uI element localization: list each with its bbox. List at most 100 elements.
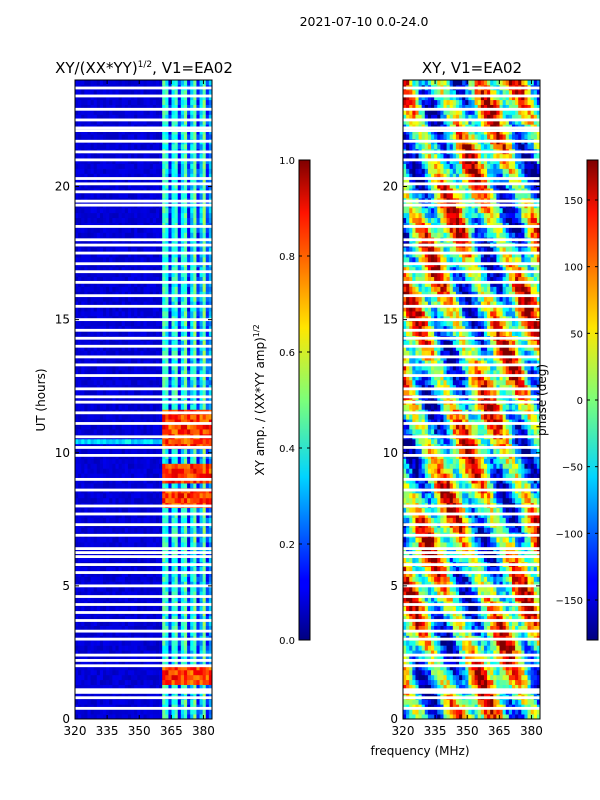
amplitude-cell	[208, 428, 212, 435]
amplitude-cell	[106, 674, 110, 681]
amplitude-cell	[208, 448, 212, 454]
amplitude-cell	[187, 566, 191, 572]
amplitude-cell	[109, 252, 113, 258]
amplitude-cell	[149, 591, 154, 597]
amplitude-cell	[93, 296, 98, 302]
amplitude-cell	[134, 674, 138, 681]
amplitude-cell	[171, 424, 176, 430]
amplitude-cell	[183, 605, 188, 612]
amplitude-cell	[96, 566, 101, 572]
amplitude-cell	[177, 679, 182, 685]
amplitude-cell	[127, 704, 132, 710]
amplitude-cell	[165, 640, 169, 646]
amplitude-cell	[140, 281, 144, 287]
amplitude-cell	[152, 679, 157, 685]
amplitude-cell	[99, 370, 104, 376]
amplitude-cell	[162, 551, 166, 558]
amplitude-cell	[162, 615, 166, 622]
amplitude-cell	[137, 463, 141, 469]
amplitude-cell	[180, 576, 185, 582]
amplitude-cell	[127, 217, 132, 223]
amplitude-cell	[174, 379, 179, 386]
amplitude-cell	[149, 620, 154, 627]
amplitude-cell	[103, 542, 107, 548]
amplitude-cell	[78, 645, 82, 651]
amplitude-cell	[155, 350, 160, 356]
amplitude-cell	[112, 537, 116, 543]
amplitude-cell	[205, 586, 210, 592]
amplitude-cell	[193, 630, 197, 636]
amplitude-cell	[196, 311, 200, 317]
amplitude-cell	[96, 576, 101, 582]
amplitude-cell	[131, 664, 135, 671]
amplitude-cell	[183, 463, 188, 469]
amplitude-cell	[174, 664, 179, 671]
amplitude-cell	[103, 271, 107, 278]
amplitude-cell	[90, 217, 95, 223]
amplitude-cell	[134, 296, 138, 302]
amplitude-cell	[174, 286, 179, 292]
amplitude-cell	[99, 286, 104, 292]
amplitude-cell	[168, 389, 172, 395]
amplitude-cell	[193, 286, 197, 292]
amplitude-cell	[183, 714, 188, 720]
amplitude-cell	[84, 640, 88, 646]
amplitude-cell	[193, 424, 197, 430]
amplitude-cell	[131, 620, 135, 627]
amplitude-cell	[118, 217, 123, 223]
amplitude-cell	[78, 345, 82, 351]
amplitude-cell	[159, 306, 163, 312]
amplitude-cell	[78, 389, 82, 395]
amplitude-cell	[87, 232, 91, 238]
amplitude-cell	[149, 571, 154, 577]
amplitude-cell	[196, 365, 200, 371]
amplitude-cell	[159, 168, 163, 174]
amplitude-cell	[124, 384, 129, 391]
amplitude-cell	[78, 458, 82, 464]
amplitude-cell	[131, 340, 135, 346]
amplitude-cell	[87, 660, 91, 666]
amplitude-cell	[196, 537, 200, 543]
amplitude-cell	[183, 370, 188, 376]
amplitude-cell	[84, 645, 88, 651]
amplitude-cell	[127, 483, 132, 489]
amplitude-cell	[149, 660, 154, 666]
amplitude-cell	[93, 684, 98, 690]
amplitude-cell	[180, 473, 185, 479]
amplitude-cell	[127, 419, 132, 425]
amplitude-cell	[205, 605, 210, 612]
amplitude-cell	[187, 674, 191, 681]
amplitude-cell	[146, 296, 151, 302]
amplitude-cell	[171, 566, 176, 572]
amplitude-cell	[112, 374, 116, 381]
amplitude-cell	[93, 596, 98, 602]
amplitude-cell	[75, 212, 79, 219]
amplitude-cell	[90, 586, 95, 592]
amplitude-cell	[152, 630, 157, 636]
amplitude-cell	[152, 620, 157, 627]
amplitude-cell	[208, 252, 212, 258]
amplitude-cell	[140, 551, 144, 558]
amplitude-cell	[187, 345, 191, 351]
amplitude-cell	[121, 311, 126, 317]
amplitude-cell	[190, 473, 194, 479]
amplitude-cell	[168, 227, 172, 233]
amplitude-cell	[115, 714, 119, 720]
amplitude-cell	[137, 605, 141, 612]
amplitude-cell	[109, 296, 113, 302]
amplitude-cell	[137, 596, 141, 602]
amplitude-cell	[118, 350, 123, 356]
amplitude-cell	[196, 576, 200, 582]
amplitude-cell	[140, 301, 144, 307]
amplitude-cell	[109, 193, 113, 199]
amplitude-cell	[162, 173, 166, 179]
amplitude-cell	[162, 537, 166, 543]
amplitude-cell	[143, 591, 148, 597]
amplitude-cell	[159, 286, 163, 292]
amplitude-cell	[159, 207, 163, 214]
amplitude-cell	[121, 379, 126, 386]
amplitude-cell	[124, 345, 129, 351]
amplitude-cell	[143, 178, 148, 184]
amplitude-cell	[190, 650, 194, 656]
amplitude-cell	[177, 664, 182, 671]
